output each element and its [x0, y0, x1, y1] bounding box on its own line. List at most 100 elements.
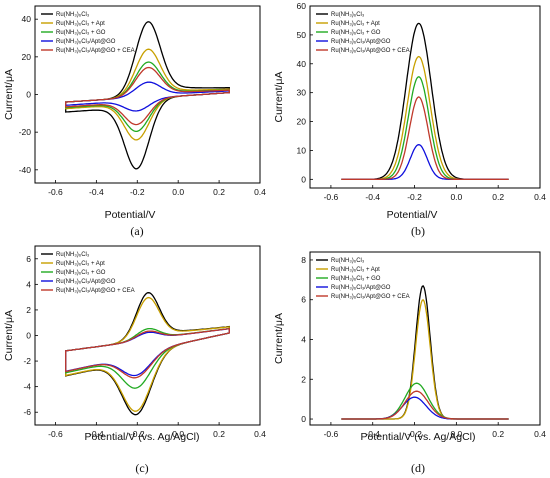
- legend-label: Ru(NH₃)₆Cl₃ + GO: [331, 30, 381, 36]
- legend-label: Ru(NH₃)₆Cl₃: [56, 252, 90, 258]
- y-tick-label: 0: [301, 414, 306, 424]
- legend-label: Ru(NH₃)₆Cl₃/Apt@GO + CEA: [331, 294, 410, 300]
- y-tick-label: -6: [23, 407, 31, 417]
- plot-frame: [309, 251, 541, 426]
- legend-label: Ru(NH₃)₆Cl₃ + GO: [56, 30, 106, 36]
- y-tick-label: -2: [23, 356, 31, 366]
- panel-caption: (d): [411, 461, 425, 475]
- x-axis-label: Potential/V: [387, 209, 438, 221]
- x-tick-label: -0.6: [48, 429, 63, 439]
- x-axis-label: Potential/V (vs. Ag/AgCl): [85, 431, 200, 443]
- x-tick-label: -0.6: [324, 429, 339, 439]
- y-tick-label: -20: [19, 127, 32, 137]
- series-line-5: [65, 66, 230, 126]
- series-line-2: [341, 298, 509, 420]
- legend-label: Ru(NH₃)₆Cl₃ + Apt: [56, 21, 105, 27]
- y-tick-label: 0: [301, 174, 306, 184]
- chart-panel-2: -0.6 -0.4 -0.2 0.0 0.2 0.4 0 10 20 30 40 50 60 Potent…: [273, 1, 546, 238]
- panel-caption: (b): [411, 224, 425, 238]
- y-axis-label: Current/μA: [273, 313, 285, 364]
- x-axis-label: Potential/V: [105, 209, 156, 221]
- legend-label: Ru(NH₃)₆Cl₃ + Apt: [331, 267, 380, 273]
- x-tick-label: -0.4: [365, 192, 380, 202]
- x-tick-label: 0.0: [450, 192, 462, 202]
- series-line-5: [341, 390, 509, 420]
- x-tick-label: 0.0: [172, 187, 184, 197]
- x-tick-label: -0.6: [48, 187, 63, 197]
- x-tick-label: -0.2: [130, 187, 145, 197]
- x-tick-label: 0.4: [534, 429, 546, 439]
- series-line-4: [341, 396, 509, 420]
- legend-label: Ru(NH₃)₆Cl₃/Apt@GO: [56, 39, 116, 45]
- panel-caption: (a): [130, 224, 143, 238]
- panel-caption: (c): [135, 461, 148, 475]
- series-line-3: [65, 327, 230, 389]
- legend-label: Ru(NH₃)₆Cl₃/Apt@GO: [331, 39, 391, 45]
- y-tick-label: 0: [26, 90, 31, 100]
- series-line-3: [341, 382, 509, 420]
- legend-label: Ru(NH₃)₆Cl₃: [56, 12, 90, 18]
- legend-label: Ru(NH₃)₆Cl₃: [331, 12, 365, 18]
- x-tick-label: -0.4: [365, 429, 380, 439]
- legend-label: Ru(NH₃)₆Cl₃ + Apt: [56, 261, 105, 267]
- x-tick-label: -0.2: [130, 429, 145, 439]
- series-line-5: [65, 327, 230, 379]
- chart-panel-3: -0.6 -0.4 -0.2 0.0 0.2 0.4 -6 -4 -2 0 2 4 6 Potential…: [3, 245, 266, 475]
- series-line-1: [341, 22, 509, 180]
- series-line-3: [65, 61, 230, 133]
- x-tick-label: 0.0: [172, 429, 184, 439]
- legend-label: Ru(NH₃)₆Cl₃/Apt@GO + CEA: [56, 48, 135, 54]
- y-tick-label: 50: [297, 30, 307, 40]
- x-tick-label: -0.4: [89, 429, 104, 439]
- x-tick-label: 0.2: [492, 429, 504, 439]
- y-axis-label: Current/μA: [273, 72, 285, 123]
- x-tick-label: 0.2: [213, 187, 225, 197]
- x-tick-label: 0.4: [254, 429, 266, 439]
- y-tick-label: 2: [301, 374, 306, 384]
- y-tick-label: -4: [23, 382, 31, 392]
- x-tick-label: 0.4: [534, 192, 546, 202]
- series-line-4: [341, 144, 509, 180]
- y-tick-label: 40: [297, 59, 307, 69]
- x-tick-label: 0.2: [492, 192, 504, 202]
- y-axis-label: Current/μA: [3, 310, 15, 361]
- series-line-2: [341, 55, 509, 180]
- legend-label: Ru(NH₃)₆Cl₃: [331, 258, 365, 264]
- y-tick-label: -40: [19, 165, 32, 175]
- series-line-3: [341, 76, 509, 180]
- y-tick-label: 40: [22, 14, 32, 24]
- y-tick-label: 6: [301, 295, 306, 305]
- y-tick-label: 4: [26, 279, 31, 289]
- x-tick-label: -0.6: [324, 192, 339, 202]
- x-tick-label: -0.4: [89, 187, 104, 197]
- x-tick-label: 0.0: [450, 429, 462, 439]
- series-line-5: [341, 96, 509, 180]
- y-tick-label: 10: [297, 145, 307, 155]
- y-tick-label: 6: [26, 254, 31, 264]
- x-tick-label: 0.2: [213, 429, 225, 439]
- y-tick-label: 20: [22, 52, 32, 62]
- series-line-2: [65, 296, 230, 412]
- x-tick-label: -0.2: [407, 192, 422, 202]
- y-tick-label: 60: [297, 1, 307, 11]
- y-tick-label: 2: [26, 305, 31, 315]
- legend-label: Ru(NH₃)₆Cl₃/Apt@GO: [56, 279, 116, 285]
- x-tick-label: -0.2: [407, 429, 422, 439]
- legend-label: Ru(NH₃)₆Cl₃/Apt@GO + CEA: [331, 48, 410, 54]
- legend-label: Ru(NH₃)₆Cl₃ + GO: [56, 270, 106, 276]
- chart-panel-1: -0.6 -0.4 -0.2 0.0 0.2 0.4 -40 -20 0 20 40 Potentia…: [3, 5, 266, 238]
- y-tick-label: 4: [301, 334, 306, 344]
- x-axis-label: Potential/V (vs. Ag/AgCl): [361, 431, 476, 443]
- y-tick-label: 8: [301, 255, 306, 265]
- legend-label: Ru(NH₃)₆Cl₃ + Apt: [331, 21, 380, 27]
- chart-panel-4: -0.6 -0.4 -0.2 0.0 0.2 0.4 0 2 4 6 8 Potential/V (v…: [273, 251, 546, 475]
- y-tick-label: 0: [26, 331, 31, 341]
- plot-frame: [309, 5, 541, 189]
- legend-label: Ru(NH₃)₆Cl₃/Apt@GO + CEA: [56, 288, 135, 294]
- series-line-1: [65, 292, 230, 416]
- y-axis-label: Current/μA: [3, 69, 15, 120]
- y-tick-label: 20: [297, 117, 307, 127]
- legend-label: Ru(NH₃)₆Cl₃ + GO: [331, 276, 381, 282]
- x-tick-label: 0.4: [254, 187, 266, 197]
